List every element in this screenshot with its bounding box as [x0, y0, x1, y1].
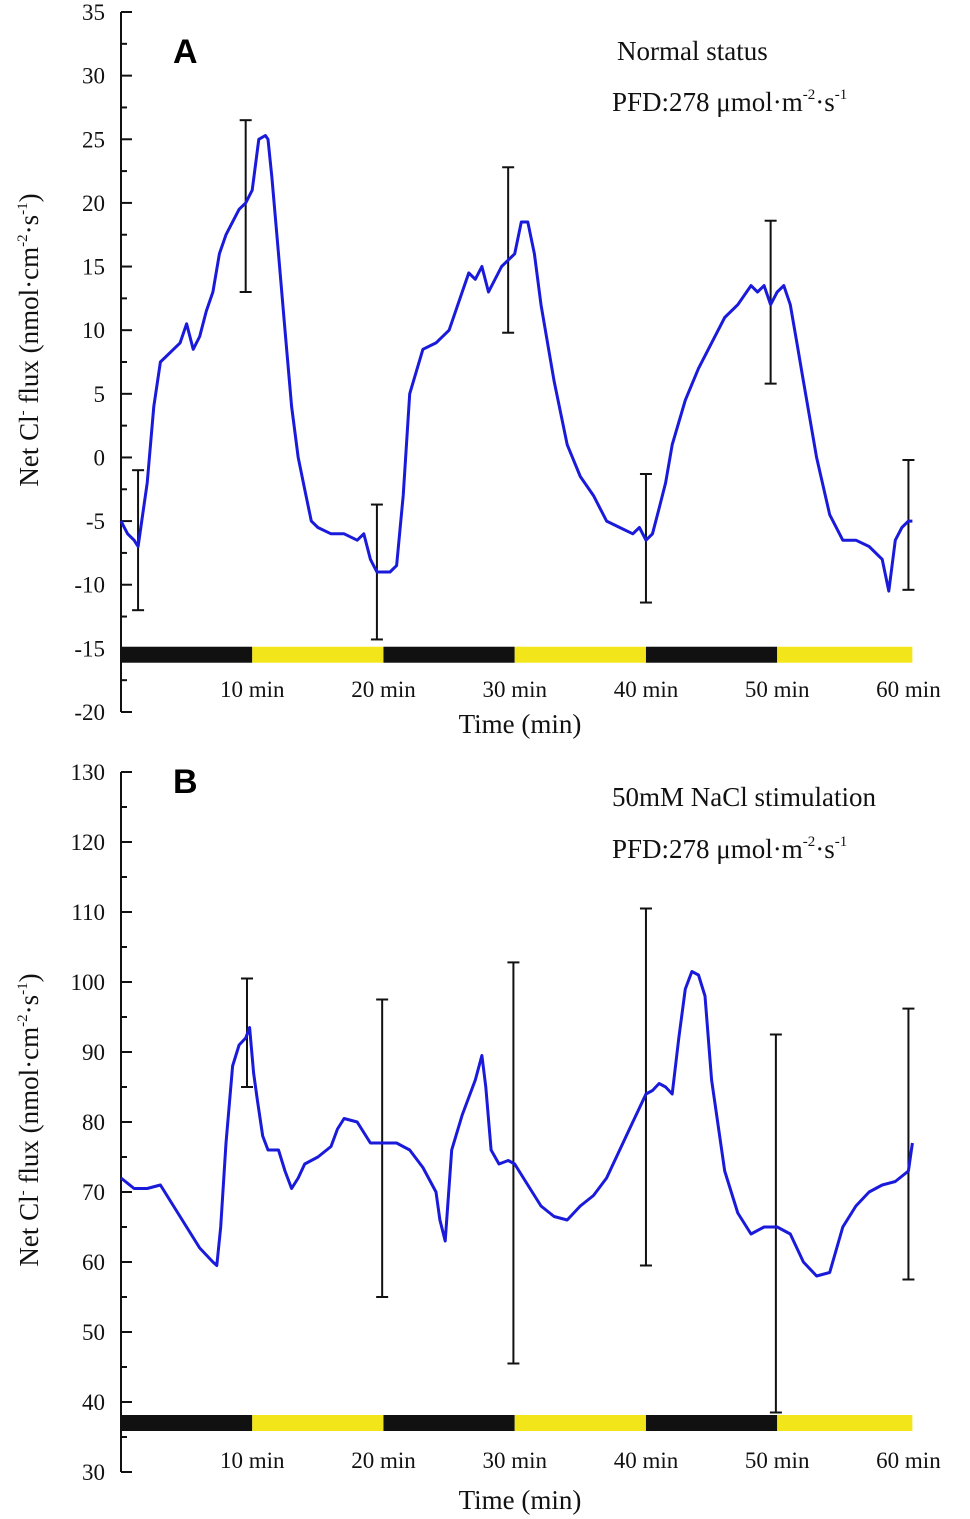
dark-period-bar: [645, 1415, 778, 1431]
ylabel-mid: flux (nmol·cm: [14, 247, 44, 410]
pfd-annotation: PFD:278 μmol·m-2·s-1: [612, 87, 847, 117]
flux-trace: [119, 134, 913, 593]
y-tick-label: 120: [71, 830, 106, 855]
ylabel-prefix: Net Cl: [14, 1195, 44, 1266]
dark-period-bar: [383, 1415, 515, 1431]
error-bars: [240, 907, 915, 1414]
y-tick-label: 50: [82, 1320, 105, 1345]
y-tick-label: 80: [82, 1110, 105, 1135]
pfd-mid: ·s: [815, 834, 835, 864]
x-tick-label: 40 min: [614, 1448, 679, 1473]
dark-period-bar: [121, 646, 253, 663]
ylabel-sup-1: -: [15, 410, 31, 415]
x-tick-label: 50 min: [745, 677, 810, 702]
x-axis-title: Time (min): [459, 709, 582, 739]
y-tick-label: -5: [86, 509, 105, 534]
light-period-bar: [252, 1415, 384, 1431]
x-ticks: 10 min 20 min 30 min 40 min 50 min 60 min: [220, 1448, 941, 1473]
x-tick-label: 30 min: [482, 1448, 547, 1473]
pfd-mid: ·s: [815, 87, 835, 117]
ylabel-mid-2: ·s: [14, 995, 44, 1015]
y-tick-label: 0: [94, 445, 106, 470]
y-tick-label: 110: [71, 900, 105, 925]
y-tick-label: 5: [94, 382, 106, 407]
y-axis-title: Net Cl- flux (nmol·cm-2·s-1): [14, 973, 44, 1266]
x-tick-label: 10 min: [220, 677, 285, 702]
y-tick-label: 20: [82, 191, 105, 216]
light-period-bar: [514, 1415, 646, 1431]
y-tick-label: 25: [82, 127, 105, 152]
light-period-bar: [777, 1415, 913, 1431]
x-tick-label: 60 min: [876, 677, 941, 702]
ylabel-mid: flux (nmol·cm: [14, 1027, 44, 1190]
y-tick-label: 70: [82, 1180, 105, 1205]
pfd-sup-1: -2: [803, 87, 816, 103]
x-tick-label: 20 min: [351, 677, 416, 702]
ylabel-sup-2: -2: [15, 234, 31, 247]
y-tick-label: 60: [82, 1250, 105, 1275]
dark-period-bar: [645, 646, 778, 663]
ylabel-sup-3: -1: [15, 982, 31, 995]
x-ticks: 10 min 20 min 30 min 40 min 50 min 60 min: [220, 677, 941, 702]
pfd-prefix: PFD:278 μmol·m: [612, 87, 803, 117]
pfd-sup-2: -1: [835, 834, 848, 850]
light-period-bar: [777, 646, 913, 663]
condition-annotation: Normal status: [617, 36, 768, 66]
y-tick-label: 40: [82, 1390, 105, 1415]
x-tick-label: 30 min: [482, 677, 547, 702]
y-tick-label: 100: [71, 970, 106, 995]
x-tick-label: 40 min: [614, 677, 679, 702]
y-tick-label: 15: [82, 255, 105, 280]
y-ticks: -20 -15 -10 -5 0 5 10 15 20 25 30 35: [74, 0, 132, 725]
ylabel-sup-2: -2: [15, 1014, 31, 1027]
dark-period-bar: [121, 1415, 253, 1431]
ylabel-prefix: Net Cl: [14, 415, 44, 486]
y-tick-label: 30: [82, 64, 105, 89]
x-tick-label: 50 min: [745, 1448, 810, 1473]
pfd-sup-1: -2: [803, 834, 816, 850]
ylabel-suffix: ): [14, 193, 44, 202]
pfd-prefix: PFD:278 μmol·m: [612, 834, 803, 864]
condition-annotation: 50mM NaCl stimulation: [612, 782, 877, 812]
y-tick-label: 10: [82, 318, 105, 343]
y-tick-label: -20: [74, 700, 105, 725]
ylabel-suffix: ): [14, 973, 44, 982]
panel-a: -20 -15 -10 -5 0 5 10 15 20 25 30 35 10 min 20 min 30…: [14, 0, 941, 739]
panel-letter: B: [173, 763, 198, 801]
y-tick-label: 35: [82, 0, 105, 25]
x-tick-label: 20 min: [351, 1448, 416, 1473]
y-tick-label: 30: [82, 1460, 105, 1485]
x-tick-label: 10 min: [220, 1448, 285, 1473]
period-bars: [121, 1415, 913, 1431]
ylabel-sup-1: -: [15, 1190, 31, 1195]
ylabel-sup-3: -1: [15, 202, 31, 215]
x-tick-label: 60 min: [876, 1448, 941, 1473]
x-axis-title: Time (min): [459, 1485, 582, 1515]
y-tick-label: -15: [74, 636, 105, 661]
light-period-bar: [514, 646, 646, 663]
period-bars: [121, 646, 913, 663]
y-tick-label: 130: [71, 760, 106, 785]
y-tick-label: -10: [74, 573, 105, 598]
y-tick-label: 90: [82, 1040, 105, 1065]
y-axis-title: Net Cl- flux (nmol·cm-2·s-1): [14, 193, 44, 486]
dark-period-bar: [383, 646, 515, 663]
flux-trace: [120, 970, 914, 1278]
y-ticks: 30 40 50 60 70 80 90 100 110 120 130: [71, 760, 132, 1485]
ylabel-mid-2: ·s: [14, 215, 44, 235]
pfd-annotation: PFD:278 μmol·m-2·s-1: [612, 834, 847, 864]
panel-b: 30 40 50 60 70 80 90 100 110 120 130 10 min 20 min 3…: [14, 760, 941, 1515]
light-period-bar: [252, 646, 384, 663]
pfd-sup-2: -1: [835, 87, 848, 103]
panel-letter: A: [173, 33, 198, 71]
